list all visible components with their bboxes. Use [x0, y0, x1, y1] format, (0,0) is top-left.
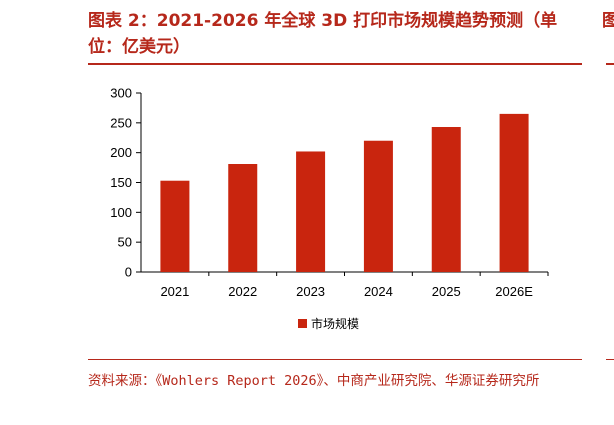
adjacent-divider-fragment-bottom — [606, 359, 614, 360]
figure-title: 图表 2：2021-2026 年全球 3D 打印市场规模趋势预测（单位：亿美元） — [88, 11, 558, 57]
y-tick-label: 250 — [110, 115, 132, 130]
bar — [363, 140, 393, 272]
bar — [160, 180, 190, 272]
x-tick-label: 2022 — [228, 284, 257, 299]
y-tick-label: 100 — [110, 205, 132, 220]
x-tick-label: 2021 — [160, 284, 189, 299]
title-divider — [88, 63, 582, 65]
bar — [228, 164, 258, 272]
source-divider — [88, 359, 582, 360]
y-tick-label: 200 — [110, 145, 132, 160]
bar — [296, 151, 326, 272]
y-tick-label: 300 — [110, 86, 132, 101]
x-tick-label: 2025 — [432, 284, 461, 299]
x-tick-label: 2023 — [296, 284, 325, 299]
bar — [431, 127, 461, 272]
y-tick-label: 50 — [118, 235, 132, 250]
x-tick-label: 2024 — [364, 284, 393, 299]
bar — [499, 113, 529, 272]
y-tick-label: 150 — [110, 175, 132, 190]
bar-chart: 0 50 100 150 200 250 300 2021 2022 2023 2024 2025 20… — [110, 86, 549, 331]
y-tick-label: 0 — [125, 265, 132, 280]
figure-source: 资料来源：《Wohlers Report 2026》、中商产业研究院、华源证券研… — [88, 373, 540, 389]
legend-swatch — [298, 319, 307, 328]
adjacent-figure-title-fragment: 图 — [602, 11, 614, 31]
adjacent-divider-fragment — [606, 63, 614, 65]
legend-label: 市场规模 — [311, 316, 359, 331]
x-tick-label: 2026E — [495, 284, 533, 299]
